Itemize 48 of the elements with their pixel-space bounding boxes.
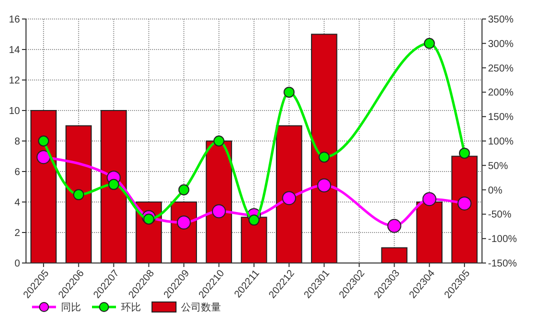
y-tick-label: 4	[14, 198, 20, 208]
point	[248, 214, 260, 226]
y2-tick-label: 250%	[488, 63, 514, 74]
point	[36, 150, 51, 164]
y-tick-label: 0	[14, 258, 20, 270]
legend-label: 同比	[61, 302, 81, 314]
y2-tick-label: 350%	[488, 14, 514, 26]
legend-label: 环比	[121, 302, 141, 314]
y-tick-label: 14	[8, 45, 20, 56]
point	[176, 215, 191, 230]
legend-label: 公司数量	[181, 302, 221, 314]
point	[457, 196, 472, 210]
point	[143, 214, 154, 225]
bar	[276, 125, 302, 264]
y-tick-label: 12	[8, 76, 20, 86]
bar	[311, 34, 338, 264]
y-tick-label: 2	[14, 228, 20, 239]
point	[282, 191, 296, 206]
point	[38, 136, 50, 146]
point	[108, 178, 120, 190]
point	[387, 218, 402, 233]
bar	[100, 110, 127, 264]
point	[317, 178, 332, 192]
point	[73, 189, 84, 200]
y-tick-label: 8	[14, 136, 20, 148]
y2-tick-label: 300%	[488, 38, 514, 50]
y2-tick-label: -150%	[488, 258, 518, 270]
point	[178, 184, 190, 196]
bar	[30, 110, 57, 264]
y2-tick-label: 100%	[488, 136, 514, 148]
y2-tick-label: 0%	[488, 185, 503, 196]
point	[458, 148, 470, 159]
point	[284, 86, 295, 98]
y-tick-label: 10	[8, 106, 20, 117]
point	[212, 204, 226, 218]
point	[213, 136, 224, 146]
y-tick-label: 16	[8, 14, 20, 26]
y-tick-label: 6	[14, 167, 20, 178]
y2-tick-label: -50%	[488, 210, 512, 221]
point	[424, 38, 435, 49]
y2-tick-label: 150%	[488, 112, 514, 124]
y2-tick-label: -100%	[488, 234, 518, 246]
point	[422, 192, 436, 206]
y2-tick-label: 200%	[488, 88, 514, 99]
bar	[65, 125, 92, 264]
bar	[381, 247, 408, 264]
point	[318, 152, 330, 163]
y2-tick-label: 50%	[488, 160, 508, 172]
